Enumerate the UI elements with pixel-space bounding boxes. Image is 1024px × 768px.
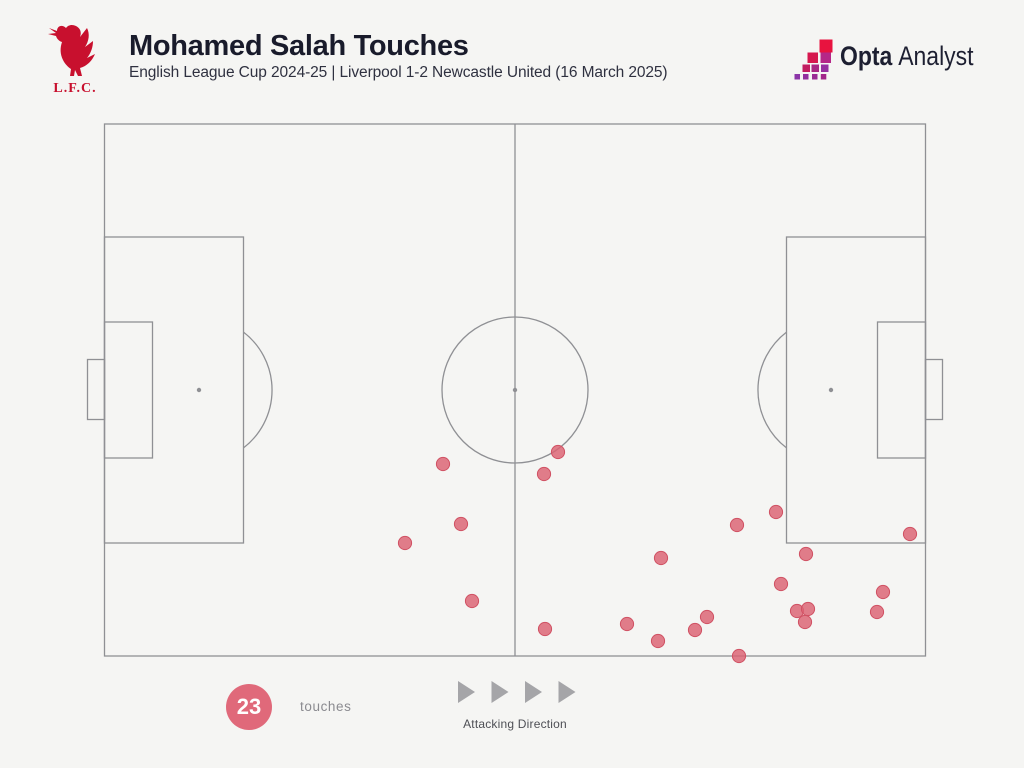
touch-count-value: 23 — [236, 694, 262, 719]
touch-dot — [729, 517, 745, 533]
right-penalty-box — [785, 236, 927, 544]
center-spot — [512, 387, 518, 393]
arrow-right-icon — [525, 681, 542, 703]
page-title: Mohamed Salah Touches — [129, 30, 469, 62]
touch-dot — [536, 466, 552, 482]
opta-word-bold: Opta — [840, 41, 893, 71]
opta-square — [811, 64, 819, 72]
opta-staircase-icon — [794, 39, 833, 80]
left-six-yard-box — [103, 321, 154, 459]
touch-dot — [731, 648, 747, 664]
right-penalty-spot — [828, 387, 834, 393]
opta-square — [803, 74, 809, 80]
touch-dot — [797, 614, 813, 630]
opta-square — [812, 74, 818, 80]
opta-wordmark: Opta Analyst — [840, 41, 974, 71]
pitch-lines — [86, 123, 944, 657]
arrow-right-icon — [458, 681, 475, 703]
touch-dot — [397, 535, 413, 551]
opta-square — [821, 64, 829, 72]
touch-dot — [869, 604, 885, 620]
touch-dot — [800, 601, 816, 617]
arrow-right-icon — [491, 681, 509, 703]
opta-square — [819, 39, 833, 53]
left-penalty-arc — [243, 331, 273, 449]
liver-bird-icon — [48, 24, 95, 77]
attacking-direction-label: Attacking Direction — [463, 717, 567, 731]
touch-dot — [435, 456, 451, 472]
touch-dot — [773, 576, 789, 592]
touch-dot — [464, 593, 480, 609]
touch-dot — [619, 616, 635, 632]
touch-dot — [687, 622, 703, 638]
touch-dot — [537, 621, 553, 637]
touch-dot — [550, 444, 566, 460]
opta-square — [820, 52, 831, 63]
attacking-direction-arrows-icon — [458, 681, 576, 703]
left-goal — [86, 358, 106, 421]
opta-analyst-logo: Opta Analyst — [793, 34, 993, 84]
right-six-yard-box — [876, 321, 927, 459]
touch-count-badge: 23 — [226, 684, 272, 730]
opta-word-light: Analyst — [898, 41, 974, 71]
touch-dot — [798, 546, 814, 562]
center-circle — [441, 316, 589, 464]
crest-lfc-label: L.F.C. — [53, 81, 96, 96]
touch-dot — [875, 584, 891, 600]
page-subtitle: English League Cup 2024-25 | Liverpool 1… — [129, 64, 668, 81]
left-penalty-box — [103, 236, 245, 544]
touch-dot — [699, 609, 715, 625]
touch-dot — [453, 516, 469, 532]
opta-square — [807, 52, 818, 63]
right-penalty-arc — [757, 331, 787, 449]
left-penalty-spot — [196, 387, 202, 393]
touch-dot — [902, 526, 918, 542]
touch-dot — [653, 550, 669, 566]
touch-dot — [650, 633, 666, 649]
arrow-right-icon — [558, 681, 576, 703]
opta-square — [820, 74, 827, 80]
liverpool-crest-icon: L.F.C. — [48, 24, 96, 96]
touch-dot — [768, 504, 784, 520]
right-goal — [924, 358, 944, 421]
opta-square — [802, 64, 810, 72]
touch-dots-layer — [397, 444, 918, 664]
touches-label: touches — [300, 699, 352, 714]
opta-square — [794, 74, 800, 80]
